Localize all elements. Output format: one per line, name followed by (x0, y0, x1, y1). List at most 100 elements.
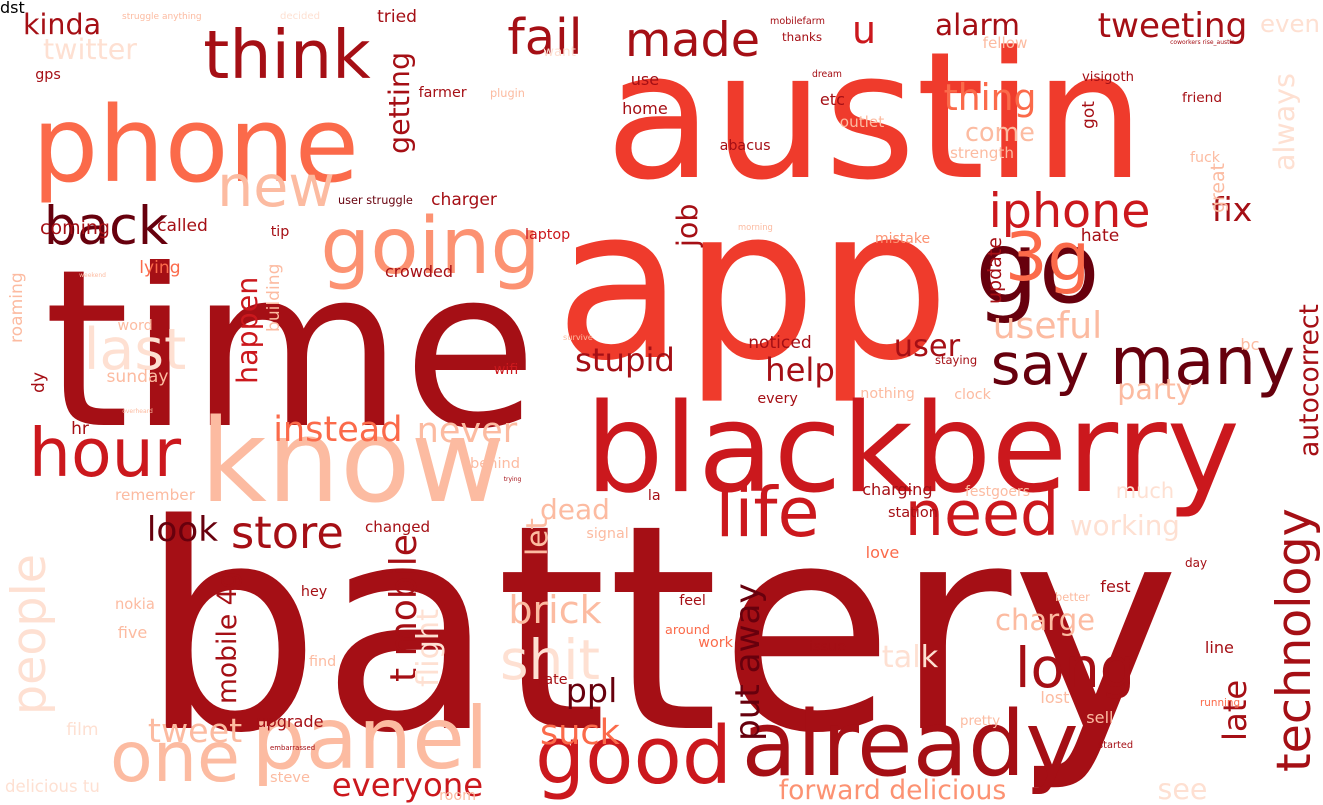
word-suck: suck (540, 712, 620, 753)
word-fuck: fuck (1190, 149, 1221, 166)
word-home: home (622, 99, 668, 119)
word-find: find (309, 654, 337, 671)
word-strength: strength (950, 144, 1014, 163)
word-always: always (1267, 73, 1301, 172)
word-sell: sell (1086, 708, 1114, 728)
word-station: station (888, 505, 938, 522)
word-come: come (965, 116, 1035, 147)
word-building: building (264, 263, 285, 332)
word-already: already (741, 692, 1079, 798)
word-dead: dead (540, 493, 610, 526)
word-mistake: mistake (875, 231, 931, 247)
word-love: love (865, 543, 900, 563)
word-forward-delicious: forward delicious (778, 774, 1007, 805)
word-charge: charge (995, 602, 1096, 637)
word-good: good (535, 709, 732, 802)
word-autocorrect: autocorrect (1293, 303, 1323, 457)
word-everyone: everyone (331, 765, 484, 804)
word-hey: hey (300, 584, 328, 601)
word-think: think (203, 15, 371, 94)
word-job: job (670, 203, 704, 247)
word-brick: brick (508, 588, 602, 632)
word-visigoth: visigoth (1082, 69, 1134, 85)
word-called: called (157, 216, 208, 237)
word-user: user (893, 328, 961, 364)
word-battery: battery (139, 463, 1181, 796)
word-never: never (416, 409, 518, 451)
word-trying: trying (503, 475, 522, 483)
word-much: much (1115, 478, 1175, 503)
word-see: see (1157, 772, 1208, 805)
word-abacus: abacus (719, 138, 771, 155)
word-flight: flight (410, 608, 446, 687)
word-mobile-4g: mobile 4g (211, 571, 243, 704)
word-room: room (439, 788, 477, 805)
word-tip: tip (270, 224, 290, 241)
word-phone: phone (32, 83, 360, 206)
word-dy: dy (28, 372, 49, 393)
word-lying: lying (139, 258, 181, 279)
word-festgoers: festgoers (965, 484, 1030, 500)
word-twitter: twitter (43, 32, 138, 66)
word-lost: lost (1040, 688, 1070, 708)
word-talk: talk (881, 639, 939, 675)
word-film: film (66, 719, 99, 740)
word-dream: dream (812, 69, 842, 81)
word-line: line (1204, 638, 1234, 658)
word-new: new (217, 153, 335, 220)
word-hate: hate (1080, 226, 1120, 247)
word-3g: 3g (1005, 217, 1091, 296)
word-wifi: wifi (493, 362, 519, 379)
word-fail: fail (507, 8, 583, 67)
word-overheard: overheard (122, 407, 153, 415)
word-steve: steve (270, 769, 310, 787)
word-time: time (43, 221, 538, 477)
word-charging: charging (862, 480, 933, 500)
word-bc: bc (1240, 335, 1260, 355)
word-app: app (555, 162, 950, 407)
word-ppl: ppl (565, 670, 618, 710)
word-look: look (146, 509, 219, 550)
word-signal: signal (586, 526, 629, 543)
word-useful: useful (992, 304, 1103, 347)
word-fix: fix (1211, 189, 1253, 229)
word-weekend: weekend (79, 271, 106, 279)
word-upgrade: upgrade (256, 712, 324, 732)
word-hr: hr (71, 419, 89, 440)
word-kinda: kinda (23, 7, 102, 41)
word-work: work (698, 635, 733, 652)
word-great: great (1206, 163, 1229, 213)
word-coming: coming (40, 216, 110, 239)
word-staying: staying (935, 352, 978, 367)
word-running: running (1200, 697, 1241, 710)
word-put-away: put away (727, 583, 768, 742)
word-changed: changed (365, 518, 431, 536)
word-user-struggle: user struggle (338, 194, 413, 208)
word-u: u (852, 8, 877, 52)
word-life: life (715, 473, 820, 553)
word-tweeting: tweeting (1097, 5, 1248, 46)
word-crowded: crowded (385, 262, 454, 281)
word-five: five (117, 623, 148, 643)
word-decided: decided (280, 11, 320, 22)
word-embarrassed: embarrassed (270, 744, 316, 753)
word-tweet: tweet (147, 710, 243, 750)
word-pretty: pretty (960, 713, 1001, 729)
word-many: many (1110, 323, 1296, 401)
word-morning: morning (738, 222, 773, 233)
word-issue: issue (809, 639, 846, 656)
word-know: know (200, 394, 505, 529)
word-roaming: roaming (6, 272, 27, 344)
word-alarm: alarm (935, 7, 1020, 42)
word-noticed: noticed (748, 333, 812, 354)
word-friend: friend (1182, 90, 1223, 107)
word-need: need (904, 477, 1060, 550)
word-want: want (543, 44, 576, 60)
word-made: made (625, 13, 761, 69)
word-getting: getting (382, 51, 416, 154)
word-clock: clock (954, 387, 991, 404)
word-stupid: stupid (575, 340, 675, 379)
word-store: store (231, 507, 344, 560)
word-late: late (1215, 679, 1254, 741)
